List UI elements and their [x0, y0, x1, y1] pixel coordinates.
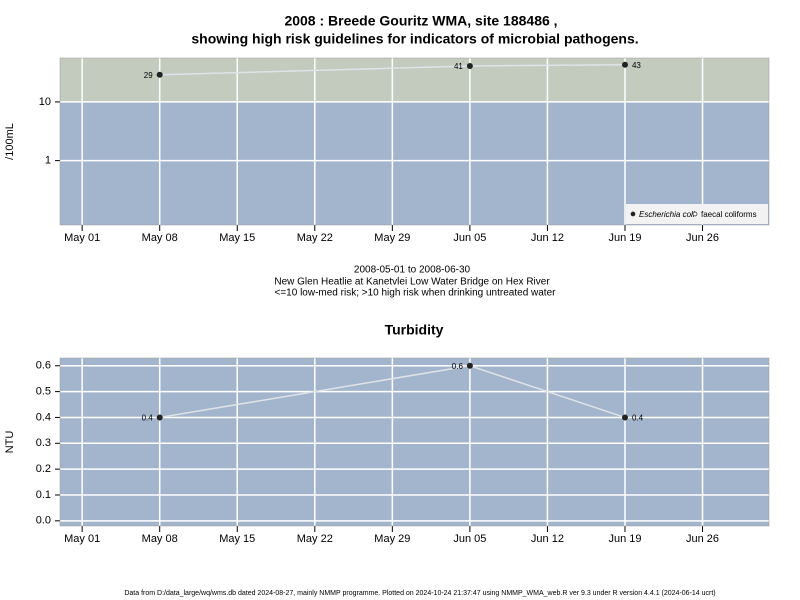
- x-tick-label: May 15: [219, 533, 255, 545]
- y-axis-label: NTU: [4, 431, 16, 454]
- data-point: [156, 71, 163, 78]
- value-label: 0.4: [632, 414, 644, 423]
- x-tick-label: Jun 05: [453, 232, 486, 244]
- plot-background: [60, 358, 769, 526]
- data-point: [156, 414, 163, 421]
- x-tick-label: Jun 26: [686, 533, 719, 545]
- legend-label: Escherichia coli: [639, 210, 695, 219]
- x-tick-label: May 01: [64, 533, 100, 545]
- plot-frame: [59, 57, 770, 226]
- x-tick-label: May 15: [219, 232, 255, 244]
- x-tick-label: Jun 12: [531, 533, 564, 545]
- data-point: [466, 362, 473, 369]
- caption: <=10 low-med risk; >10 high risk when dr…: [275, 288, 557, 299]
- x-tick-label: May 01: [64, 232, 100, 244]
- y-axis-label: /100mL: [4, 123, 16, 160]
- x-tick-label: May 22: [297, 533, 333, 545]
- chart-title: 2008 : Breede Gouritz WMA, site 188486 ,: [284, 13, 557, 29]
- x-tick-label: May 22: [297, 232, 333, 244]
- y-tick-label: 0.2: [36, 463, 51, 475]
- chart-subtitle: showing high risk guidelines for indicat…: [191, 31, 638, 47]
- legend-marker: [630, 211, 636, 217]
- y-tick-label: 0.6: [36, 360, 51, 372]
- value-label: 43: [632, 61, 641, 70]
- value-label: 0.4: [142, 414, 154, 423]
- chart-title: Turbidity: [385, 322, 444, 338]
- x-tick-label: May 29: [374, 533, 410, 545]
- value-label: 0.6: [452, 362, 464, 371]
- y-tick-label: 1: [45, 155, 51, 167]
- data-point: [621, 414, 628, 421]
- value-label: 29: [144, 71, 153, 80]
- high-risk-band: [60, 58, 769, 102]
- x-tick-label: May 29: [374, 232, 410, 244]
- value-label: 41: [454, 62, 463, 71]
- x-tick-label: Jun 12: [531, 232, 564, 244]
- y-tick-label: 0.1: [36, 489, 51, 501]
- y-tick-label: 0.3: [36, 437, 51, 449]
- data-point: [621, 61, 628, 68]
- legend-marker: [692, 211, 698, 217]
- legend-label: faecal coliforms: [701, 210, 757, 219]
- caption: 2008-05-01 to 2008-06-30: [354, 265, 471, 276]
- y-tick-label: 0.4: [36, 411, 51, 423]
- plot-frame: [59, 357, 770, 527]
- x-tick-label: Jun 19: [608, 533, 641, 545]
- caption: New Glen Heatlie at Kanetvlei Low Water …: [274, 277, 550, 288]
- y-tick-label: 0.0: [36, 515, 51, 527]
- x-tick-label: May 08: [142, 232, 178, 244]
- footer: Data from D:/data_large/wq/wms.db dated …: [124, 590, 715, 597]
- x-tick-label: Jun 05: [453, 533, 486, 545]
- x-tick-label: Jun 26: [686, 232, 719, 244]
- y-tick-label: 10: [39, 96, 51, 108]
- x-tick-label: Jun 19: [608, 232, 641, 244]
- data-point: [466, 62, 473, 69]
- y-tick-label: 0.5: [36, 386, 51, 398]
- x-tick-label: May 08: [142, 533, 178, 545]
